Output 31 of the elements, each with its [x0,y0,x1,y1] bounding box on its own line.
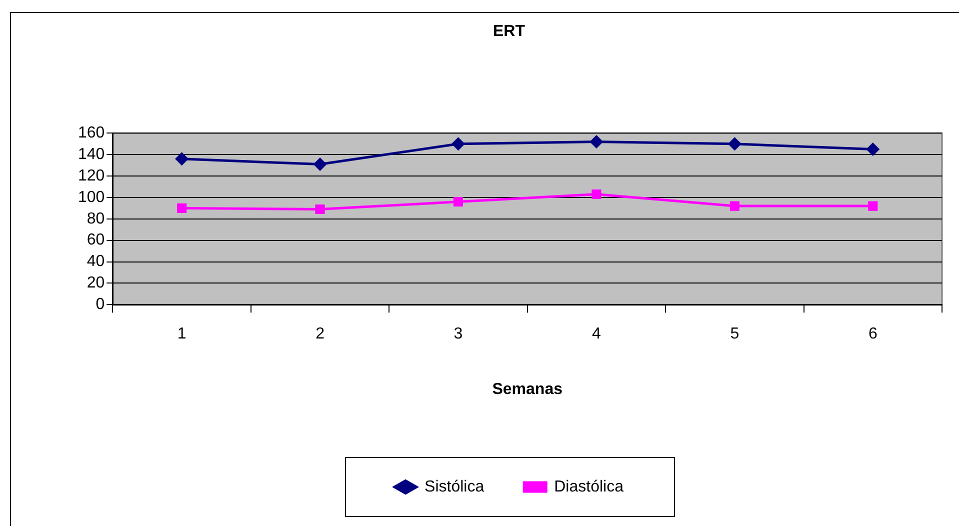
chart-title: ERT [493,23,526,40]
point [728,138,741,150]
x-tick-label: 1 [177,326,186,343]
point [866,143,880,156]
y-tick-label: 40 [86,253,105,270]
point [314,158,326,171]
y-tick-label: 60 [86,232,105,249]
point [453,196,464,207]
legend-label: Sistólica [424,478,484,496]
point [590,136,603,148]
point [592,189,602,200]
x-tick-label: 6 [868,326,878,343]
y-tick-label: 160 [78,124,105,142]
y-tick-label: 0 [96,296,105,314]
x-tick-label: 2 [316,326,325,343]
point [177,203,187,213]
y-tick-label: 120 [78,167,105,184]
point [452,138,464,150]
x-axis-title: Semanas [492,380,563,398]
x-tick-label: 3 [454,326,463,343]
point [868,201,878,211]
y-tick-label: 140 [78,146,105,164]
y-tick-label: 20 [86,274,105,292]
y-tick-label: 100 [78,188,105,206]
x-tick-label: 4 [592,326,602,343]
point [176,152,188,166]
y-tick-label: 80 [86,210,105,228]
point [315,204,325,214]
legend-label: Diastólica [554,478,624,496]
point [730,201,740,211]
x-tick-label: 5 [730,326,740,343]
